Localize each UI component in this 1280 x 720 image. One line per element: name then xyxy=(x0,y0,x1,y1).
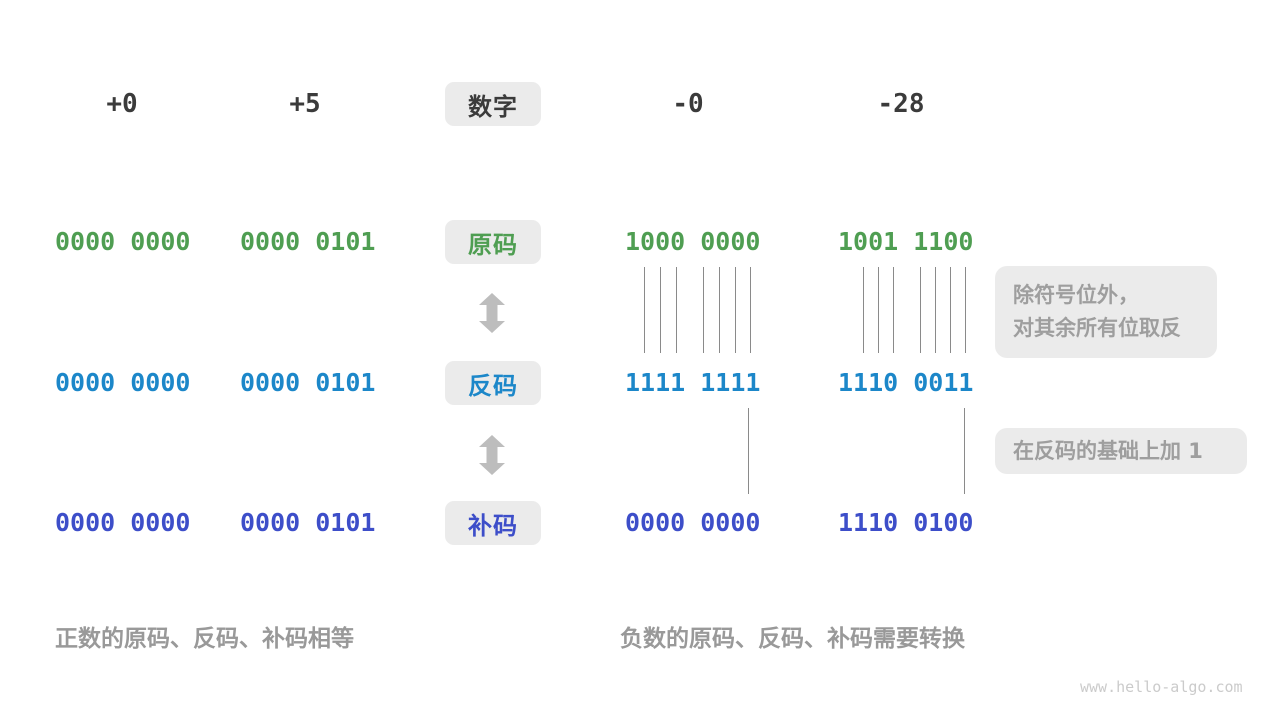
up-down-arrow-icon xyxy=(479,293,505,333)
ones-complement-neg28: 1110 0011 xyxy=(838,368,974,397)
caption-positive-numbers: 正数的原码、反码、补码相等 xyxy=(55,626,354,652)
ones-complement-pos5: 0000 0101 xyxy=(240,368,376,397)
twos-complement-label: 补码 xyxy=(468,511,518,540)
caption-negative-numbers: 负数的原码、反码、补码需要转换 xyxy=(620,626,965,652)
bit-connector-line xyxy=(878,267,879,353)
bit-connector-line xyxy=(735,267,736,353)
bit-connector-line xyxy=(964,408,965,494)
twos-complement-neg28: 1110 0100 xyxy=(838,508,974,537)
sign-magnitude-neg0: 1000 0000 xyxy=(625,227,761,256)
bit-connector-line xyxy=(644,267,645,353)
bit-connector-line xyxy=(965,267,966,353)
sign-magnitude-neg28: 1001 1100 xyxy=(838,227,974,256)
sign-magnitude-label-box: 原码 xyxy=(445,220,541,264)
bit-connector-line xyxy=(676,267,677,353)
number-label-box: 数字 xyxy=(445,82,541,126)
number-label: 数字 xyxy=(468,92,518,121)
bit-connector-line xyxy=(719,267,720,353)
annotation-invert-line1: 除符号位外， xyxy=(1013,283,1139,307)
number-pos5: +5 xyxy=(289,89,321,119)
bit-connector-line xyxy=(660,267,661,353)
ones-complement-label: 反码 xyxy=(468,371,518,400)
bit-connector-line xyxy=(863,267,864,353)
annotation-add-one: 在反码的基础上加 1 xyxy=(995,428,1247,474)
number-neg28: -28 xyxy=(877,89,925,119)
annotation-add-one-text: 在反码的基础上加 1 xyxy=(1013,439,1203,463)
up-down-arrow-icon xyxy=(479,435,505,475)
number-pos0: +0 xyxy=(106,89,138,119)
ones-complement-pos0: 0000 0000 xyxy=(55,368,191,397)
annotation-invert-bits: 除符号位外， 对其余所有位取反 xyxy=(995,266,1217,358)
bit-connector-line xyxy=(950,267,951,353)
twos-complement-pos0: 0000 0000 xyxy=(55,508,191,537)
bit-connector-line xyxy=(893,267,894,353)
sign-magnitude-pos0: 0000 0000 xyxy=(55,227,191,256)
number-neg0: -0 xyxy=(672,89,704,119)
annotation-invert-line2: 对其余所有位取反 xyxy=(1013,316,1181,340)
ones-complement-label-box: 反码 xyxy=(445,361,541,405)
bit-connector-line xyxy=(935,267,936,353)
ones-complement-neg0: 1111 1111 xyxy=(625,368,761,397)
sign-magnitude-label: 原码 xyxy=(468,230,518,259)
bit-connector-line xyxy=(703,267,704,353)
twos-complement-neg0: 0000 0000 xyxy=(625,508,761,537)
twos-complement-label-box: 补码 xyxy=(445,501,541,545)
bit-connector-line xyxy=(920,267,921,353)
bit-connector-line xyxy=(750,267,751,353)
twos-complement-pos5: 0000 0101 xyxy=(240,508,376,537)
bit-connector-line xyxy=(748,408,749,494)
sign-magnitude-pos5: 0000 0101 xyxy=(240,227,376,256)
watermark-hello-algo: www.hello-algo.com xyxy=(1080,678,1243,696)
